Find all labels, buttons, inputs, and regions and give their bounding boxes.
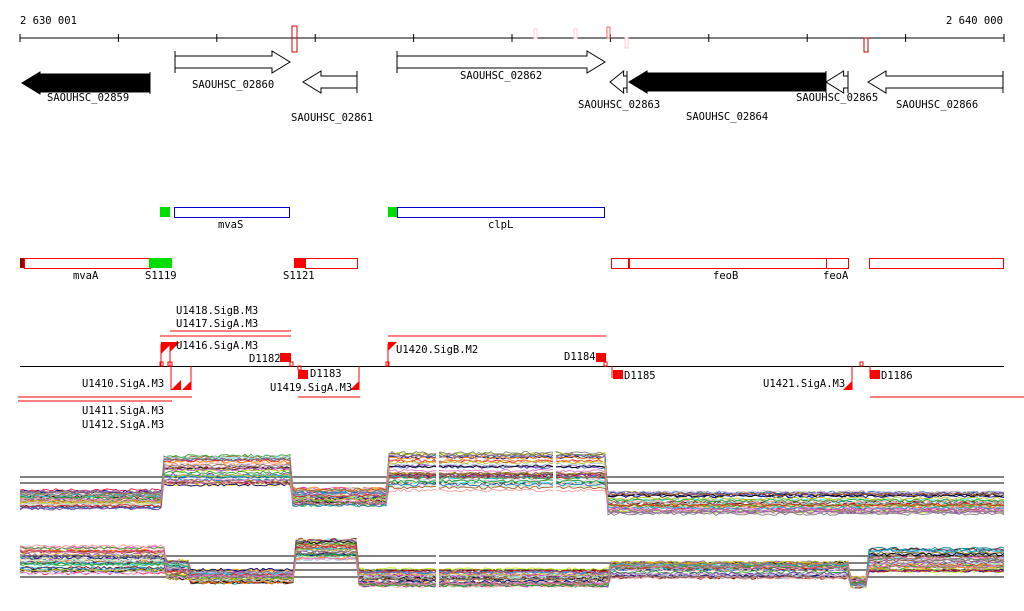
- feature-label: D1185: [624, 370, 656, 382]
- gene-SAOUHSC_02863[interactable]: SAOUHSC_02863: [578, 69, 660, 111]
- feature-label: U1410.SigA.M3: [82, 378, 164, 390]
- arrow-left-icon: [825, 70, 849, 94]
- operon-label: mvaA: [73, 270, 99, 282]
- expression-series: [19, 455, 1005, 508]
- expression-series: [19, 460, 1005, 509]
- arrow-right-icon: [396, 50, 606, 74]
- gene-track: SAOUHSC_02859 SAOUHSC_02860 SAOUHSC_02861 S…: [21, 50, 1004, 124]
- scale-ticks: [19, 34, 1005, 42]
- scale-end-label: 2 640 000: [946, 15, 1003, 27]
- arrow-left-icon: [628, 70, 827, 94]
- gene-label: SAOUHSC_02859: [47, 92, 129, 104]
- marker[interactable]: [606, 26, 611, 39]
- feature-label: U1411.SigA.M3: [82, 405, 164, 417]
- operon-start: [160, 207, 170, 217]
- operon-start: [294, 258, 305, 268]
- operon-track-bottom: [20, 258, 1004, 269]
- operon-clpL[interactable]: [397, 207, 605, 218]
- scale-start-label: 2 630 001: [20, 15, 77, 27]
- expression-series: [19, 455, 1005, 507]
- operon-label: S1121: [283, 270, 315, 282]
- feature-label: U1417.SigA.M3: [176, 318, 258, 330]
- gene-label: SAOUHSC_02860: [192, 79, 274, 91]
- gene-SAOUHSC_02866[interactable]: SAOUHSC_02866: [867, 70, 1004, 111]
- feature-label: U1420.SigB.M2: [396, 344, 478, 356]
- gene-label: SAOUHSC_02862: [460, 70, 542, 82]
- feature-label: D1182: [249, 353, 281, 365]
- expression-series: [19, 549, 1004, 586]
- expression-series: [19, 455, 1005, 501]
- operon-label: feoA: [823, 270, 849, 282]
- operon-mvaA[interactable]: [24, 258, 151, 269]
- operon-S1119[interactable]: [149, 258, 172, 268]
- expression-series: [19, 460, 1005, 504]
- expression-series: [19, 480, 1005, 504]
- operon-label: feoB: [713, 270, 738, 282]
- feature-label: U1416.SigA.M3: [176, 340, 258, 352]
- feature-label: U1419.SigA.M3: [270, 382, 352, 394]
- gene-SAOUHSC_02865[interactable]: SAOUHSC_02865: [796, 70, 878, 104]
- feature-label: D1186: [881, 370, 913, 382]
- expression-series: [19, 464, 1005, 505]
- expression-series: [19, 545, 1005, 586]
- operon-start: [20, 258, 24, 268]
- gene-label: SAOUHSC_02864: [686, 111, 768, 123]
- arrow-left-icon: [609, 69, 628, 95]
- scale-track: 2 630 001 2 640 000: [19, 15, 1005, 53]
- operon-mvaS[interactable]: [174, 207, 290, 218]
- expression-series: [19, 458, 1005, 508]
- expression-series: [19, 468, 1005, 512]
- expression-series: [19, 454, 1005, 515]
- gene-label: SAOUHSC_02866: [896, 99, 978, 111]
- feature-label: U1412.SigA.M3: [82, 419, 164, 431]
- operon-box[interactable]: [869, 258, 1004, 269]
- operon-S1121[interactable]: [305, 258, 358, 269]
- expression-series: [19, 550, 1005, 586]
- gene-SAOUHSC_02861[interactable]: SAOUHSC_02861: [291, 70, 373, 124]
- feature-label: D1183: [310, 368, 342, 380]
- expression-series: [19, 470, 1005, 504]
- gene-label: SAOUHSC_02863: [578, 99, 660, 111]
- marker[interactable]: [863, 37, 869, 53]
- expression-series: [19, 552, 1005, 588]
- expression-series: [19, 456, 1005, 514]
- operon-box[interactable]: [611, 258, 629, 269]
- expression-series: [19, 547, 1005, 581]
- feature-label: D1184: [564, 351, 596, 363]
- expression-series: [19, 471, 1004, 512]
- operon-label: mvaS: [218, 219, 243, 231]
- operon-feoB[interactable]: [629, 258, 827, 269]
- operon-track-top: mvaS clpL: [160, 207, 605, 231]
- gene-SAOUHSC_02864[interactable]: SAOUHSC_02864: [628, 70, 827, 123]
- gene-label: SAOUHSC_02861: [291, 112, 373, 124]
- operon-label: clpL: [488, 219, 513, 231]
- expression-track-1: [19, 451, 1005, 516]
- operon-feoA[interactable]: [826, 258, 849, 269]
- arrow-left-icon: [21, 71, 151, 95]
- marker[interactable]: [533, 28, 538, 39]
- gene-SAOUHSC_02860[interactable]: SAOUHSC_02860: [174, 50, 291, 91]
- gene-SAOUHSC_02862[interactable]: SAOUHSC_02862: [396, 50, 606, 82]
- marker[interactable]: [291, 25, 298, 53]
- arrow-left-icon: [867, 70, 1004, 94]
- feature-label: U1418.SigB.M3: [176, 305, 258, 317]
- operon-label: S1119: [145, 270, 177, 282]
- expression-series: [19, 547, 1004, 587]
- feature-track: U1416.SigA.M3 U1417.SigA.M3 U1418.SigB.M…: [18, 305, 1024, 431]
- marker[interactable]: [573, 28, 578, 39]
- operon-start: [388, 207, 397, 217]
- gene-SAOUHSC_02859[interactable]: SAOUHSC_02859: [21, 71, 151, 104]
- gene-label: SAOUHSC_02865: [796, 92, 878, 104]
- feature-label: U1421.SigA.M3: [763, 378, 845, 390]
- marker[interactable]: [624, 37, 629, 49]
- arrow-right-icon: [174, 50, 291, 74]
- expression-track-2: [19, 538, 1005, 590]
- expression-series: [19, 464, 1005, 504]
- arrow-left-icon: [302, 70, 358, 94]
